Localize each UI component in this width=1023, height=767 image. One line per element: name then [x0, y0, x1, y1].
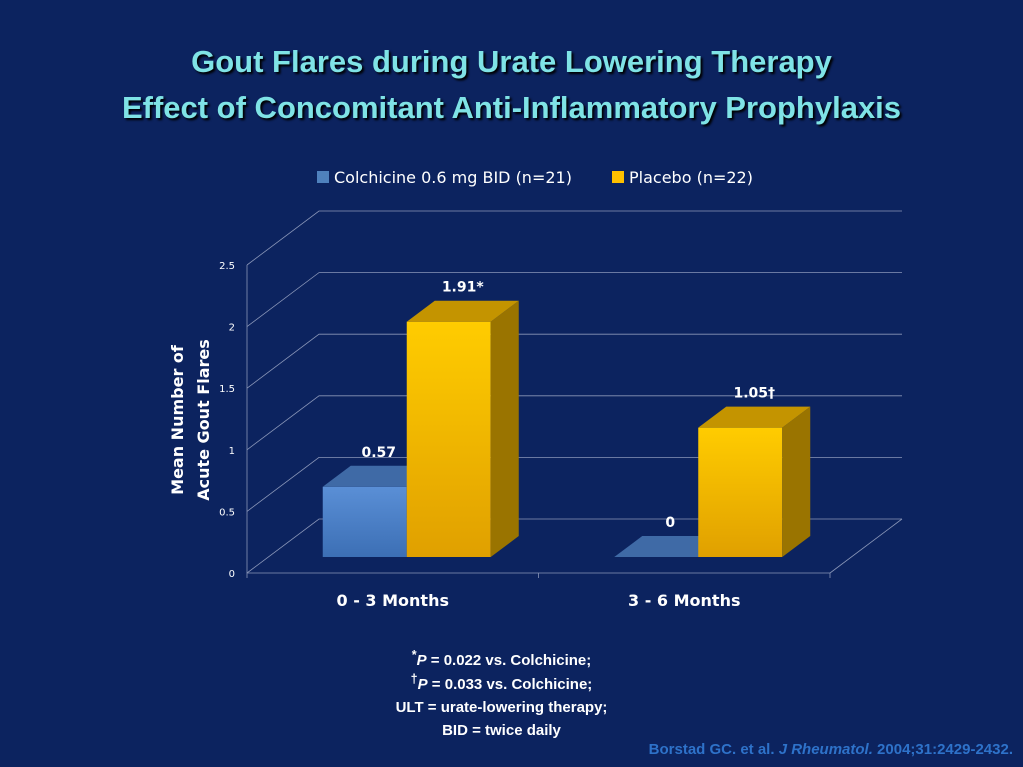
legend-label-placebo: Placebo (n=22): [629, 168, 753, 187]
footnote-p-value-2: †P = 0.033 vs. Colchicine;: [410, 672, 593, 693]
x-tick-label: 0 - 3 Months: [337, 591, 449, 610]
bar-placebo-1: [698, 427, 783, 557]
slide-title-line-1: Gout Flares during Urate Lowering Therap…: [191, 44, 832, 79]
bar-side-placebo-1: [782, 406, 811, 557]
y-tick-label: 2.5: [219, 261, 235, 272]
data-label-placebo-1: 1.05†: [733, 386, 775, 402]
gridline: [246, 395, 902, 451]
y-axis-title-line-2: Acute Gout Flares: [194, 339, 213, 501]
gridline: [246, 333, 902, 389]
y-tick-label: 1: [229, 446, 235, 457]
legend-swatch-colchicine: [317, 171, 329, 183]
footnote-ult: ULT = urate-lowering therapy;: [395, 699, 608, 716]
gridline: [246, 210, 902, 266]
y-tick-label: 2: [229, 323, 235, 334]
x-tick-label: 3 - 6 Months: [628, 591, 740, 610]
gridline: [246, 272, 902, 327]
bar-colchicine-0: [322, 486, 407, 557]
bar-top-placebo-0: [406, 300, 519, 322]
data-label-placebo-0: 1.91*: [442, 280, 485, 296]
bar-top-placebo-1: [698, 406, 811, 428]
y-tick-label: 0: [229, 569, 235, 580]
footnote-bid: BID = twice daily: [442, 722, 561, 739]
y-axis-title-line-1: Mean Number of: [168, 344, 187, 495]
data-label-colchicine-1: 0: [665, 515, 675, 531]
floor-edge: [829, 518, 903, 574]
chart-legend: Colchicine 0.6 mg BID (n=21) Placebo (n=…: [317, 168, 753, 187]
data-label-colchicine-0: 0.57: [361, 445, 396, 461]
legend-label-colchicine: Colchicine 0.6 mg BID (n=21): [334, 168, 572, 187]
bar-placebo-0: [406, 321, 491, 557]
y-tick-label: 0.5: [219, 507, 235, 518]
y-tick-label: 1.5: [219, 384, 235, 395]
bar-side-placebo-0: [490, 300, 519, 557]
citation: Borstad GC. et al. J Rheumatol. 2004;31:…: [648, 741, 1013, 758]
legend-swatch-placebo: [612, 171, 624, 183]
footnote-p-value-1: *P = 0.022 vs. Colchicine;: [411, 648, 592, 669]
y-axis-title: Mean Number of Acute Gout Flares: [168, 339, 213, 501]
footnotes: *P = 0.022 vs. Colchicine; †P = 0.033 vs…: [0, 646, 1003, 740]
slide-title-line-2: Effect of Concomitant Anti-Inflammatory …: [121, 90, 902, 125]
